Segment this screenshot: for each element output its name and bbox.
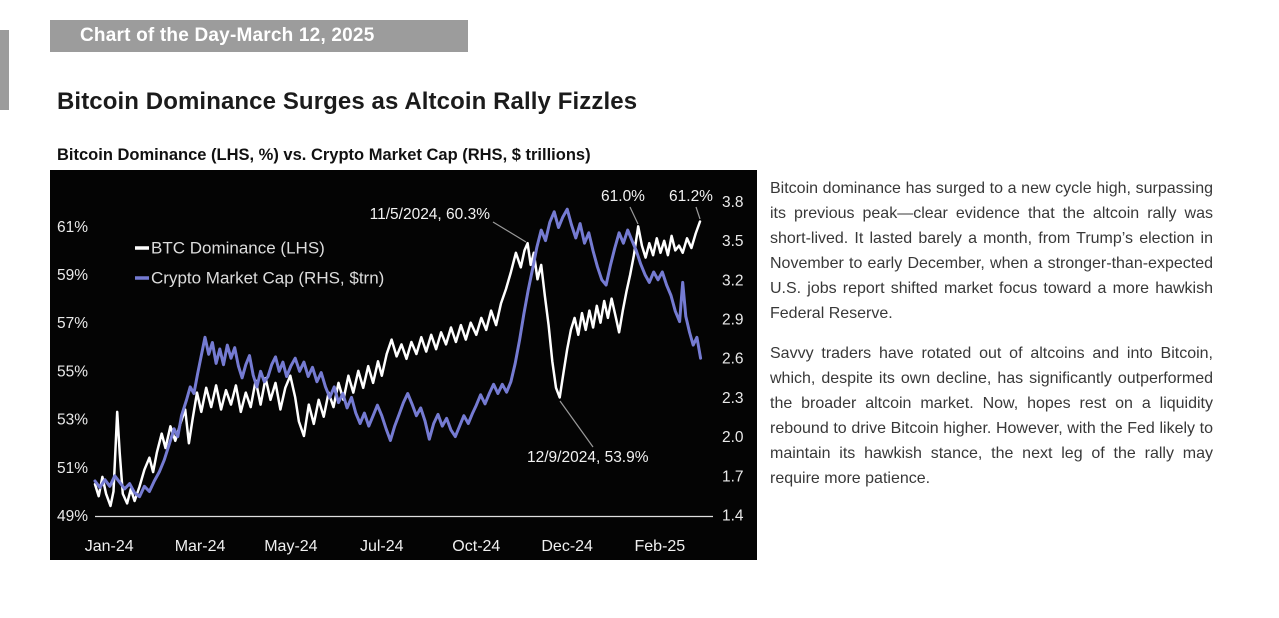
rhs-tick-label: 2.0: [722, 429, 744, 446]
rhs-tick-label: 3.2: [722, 272, 744, 289]
series-line-crypto-market-cap: [93, 207, 703, 499]
commentary-paragraph-2: Savvy traders have rotated out of altcoi…: [770, 345, 1213, 487]
rhs-tick-label: 3.8: [722, 194, 744, 211]
annotation-leader-1: [629, 206, 639, 225]
lhs-tick-label: 61%: [57, 219, 88, 236]
commentary-column: Bitcoin dominance has surged to a new cy…: [770, 176, 1213, 506]
chart-subtitle: Bitcoin Dominance (LHS, %) vs. Crypto Ma…: [57, 145, 591, 164]
commentary-paragraph-1: Bitcoin dominance has surged to a new cy…: [770, 180, 1213, 322]
rhs-tick-label: 2.9: [722, 311, 744, 328]
legend-label-0: BTC Dominance (LHS): [151, 239, 325, 258]
lhs-tick-label: 51%: [57, 460, 88, 477]
rhs-tick-label: 2.3: [722, 390, 744, 407]
lhs-tick-label: 55%: [57, 363, 88, 380]
x-tick-label: Jul-24: [360, 538, 404, 555]
chart-of-the-day-badge: Chart of the Day-March 12, 2025: [50, 20, 468, 52]
legend-label-1: Crypto Market Cap (RHS, $trn): [151, 269, 384, 288]
rhs-tick-label: 2.6: [722, 351, 744, 368]
rhs-tick-label: 1.7: [722, 468, 744, 485]
page-title: Bitcoin Dominance Surges as Altcoin Rall…: [57, 88, 638, 116]
dominance-chart-panel: 61% 59% 57% 55% 53% 51% 49% 3.8 3.5 3.2 2.9 2.6 2.3 2…: [50, 170, 757, 560]
x-tick-label: Oct-24: [452, 538, 500, 555]
lhs-tick-label: 59%: [57, 267, 88, 284]
dominance-chart-svg: 61% 59% 57% 55% 53% 51% 49% 3.8 3.5 3.2 2.9 2.6 2.3 2…: [57, 188, 744, 555]
annotation-label-0: 11/5/2024, 60.3%: [370, 206, 491, 223]
annotation-leader-2: [695, 206, 701, 220]
annotation-leader-3: [559, 400, 594, 448]
x-tick-label: Feb-25: [635, 538, 686, 555]
lhs-tick-label: 57%: [57, 315, 88, 332]
series-line-btc-dominance: [93, 220, 702, 508]
annotation-label-1: 61.0%: [601, 188, 645, 205]
x-tick-label: Jan-24: [85, 538, 134, 555]
rhs-tick-label: 1.4: [722, 508, 744, 525]
annotation-label-2: 61.2%: [669, 188, 713, 205]
annotation-label-3: 12/9/2024, 53.9%: [527, 449, 649, 466]
lhs-tick-label: 53%: [57, 412, 88, 429]
x-tick-label: Mar-24: [175, 538, 226, 555]
x-tick-label: May-24: [264, 538, 317, 555]
x-tick-label: Dec-24: [541, 538, 593, 555]
annotation-leader-0: [492, 221, 527, 243]
rhs-tick-label: 3.5: [722, 233, 744, 250]
left-accent-bar: [0, 30, 9, 110]
badge-label: Chart of the Day-March 12, 2025: [80, 25, 375, 46]
lhs-tick-label: 49%: [57, 508, 88, 525]
